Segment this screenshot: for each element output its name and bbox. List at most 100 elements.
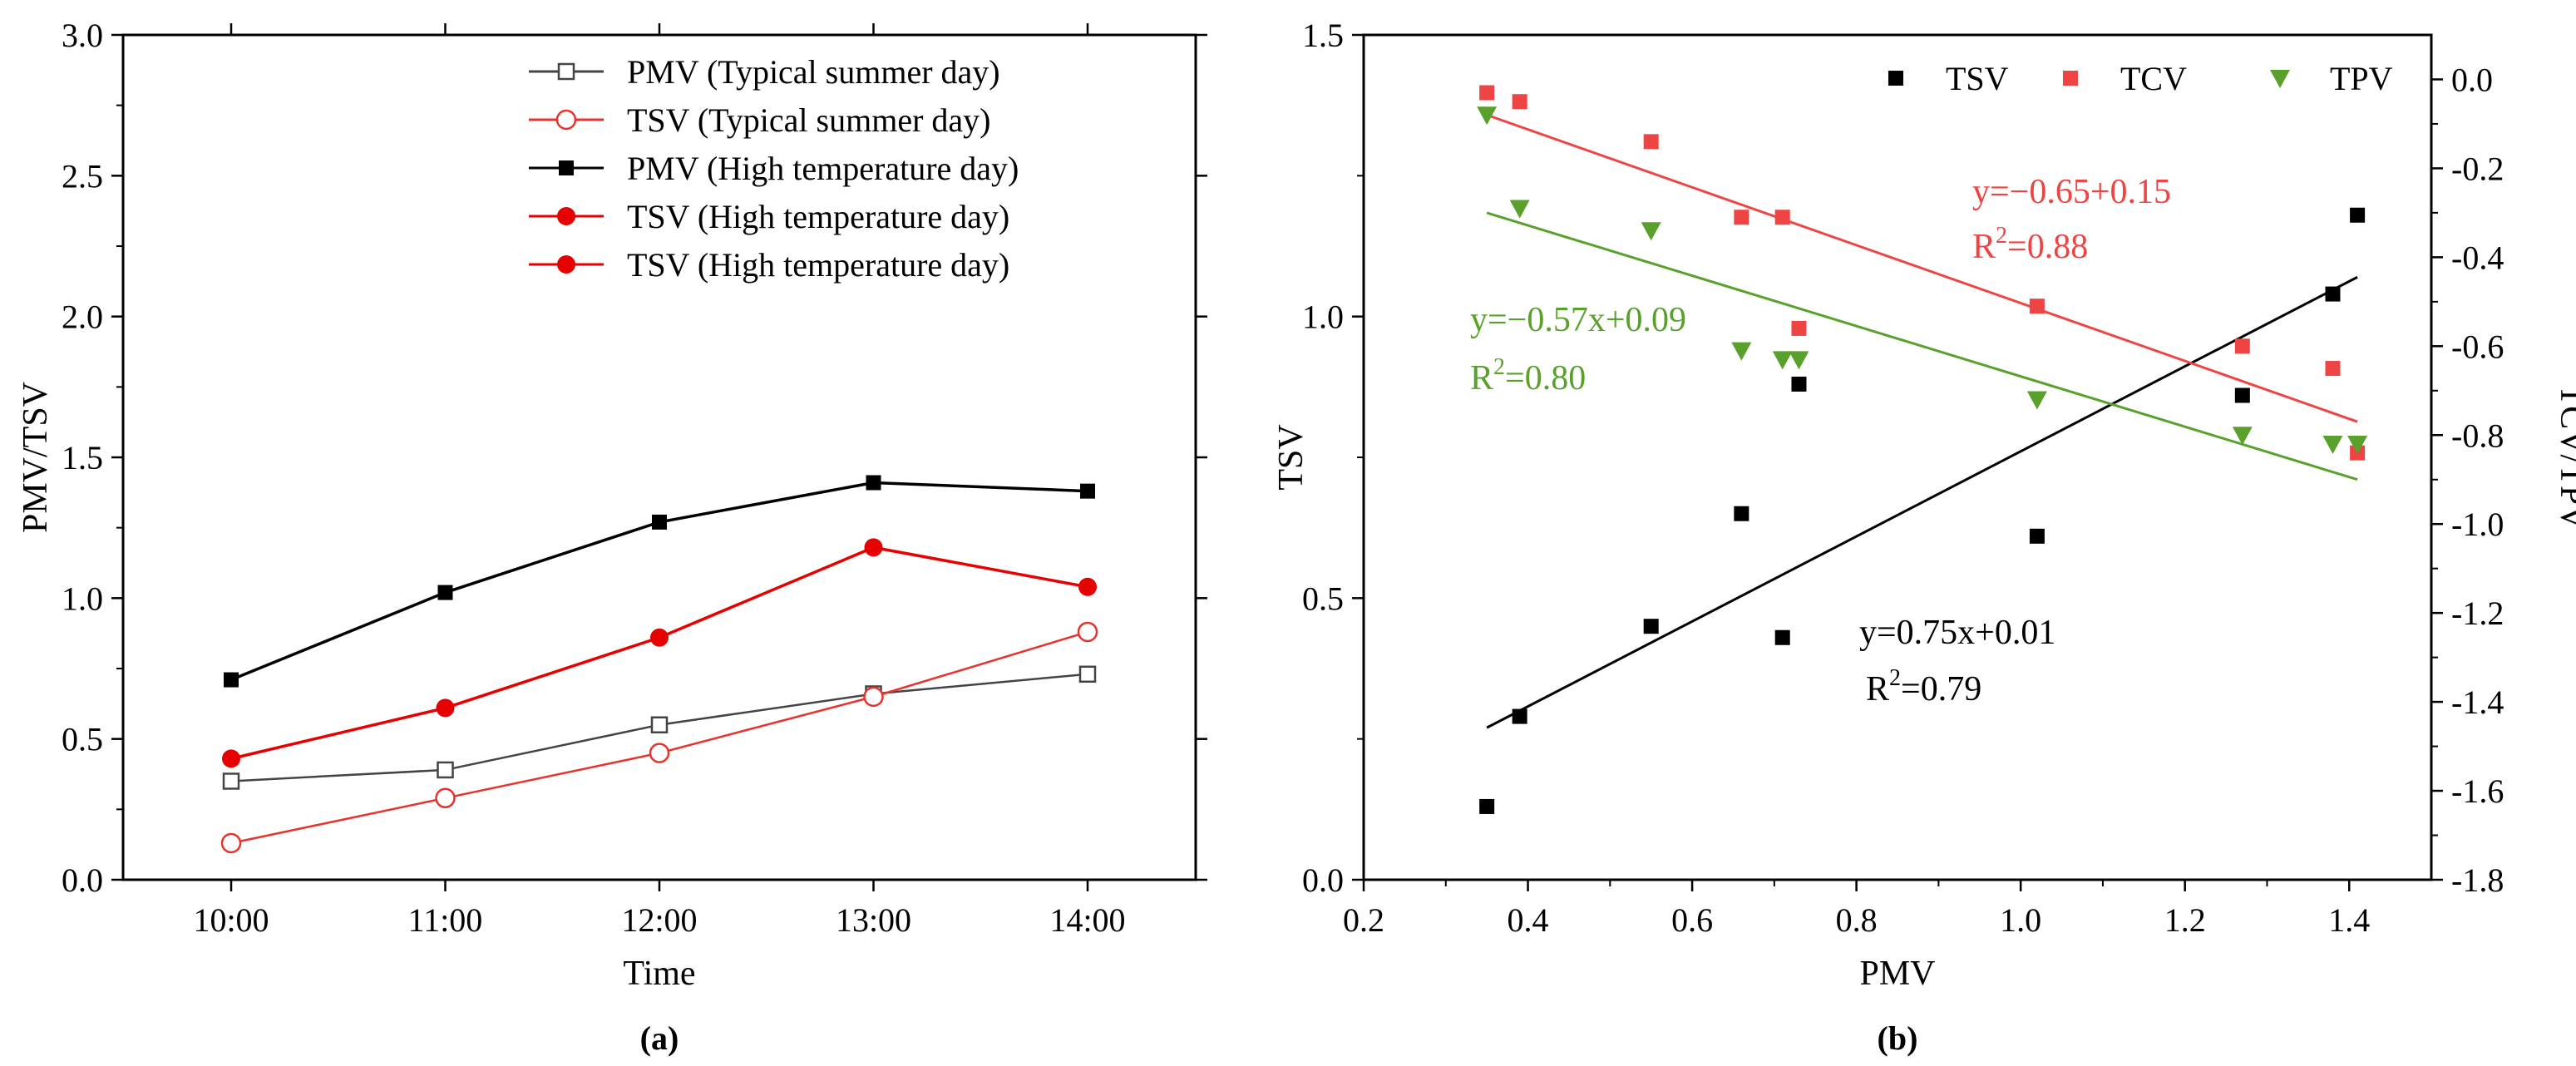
panel-a-line-chart: 0.0 0.5 1.0 1.5 2.0 2.5 3.0 10:00 11:00 12:00 13:0… — [17, 17, 1207, 1057]
y-tick-label: 1.5 — [62, 439, 103, 476]
x-tick-label: 0.8 — [1836, 901, 1878, 939]
legend-label-1: PMV (Typical summer day) — [627, 53, 1000, 91]
panel-label: (a) — [640, 1019, 679, 1057]
y-tick-label: 1.5 — [1302, 17, 1344, 54]
y-axis-label: PMV/TSV — [17, 382, 55, 533]
r2-superscript: 2 — [1996, 223, 2007, 249]
data-point-s2-3 — [649, 743, 670, 763]
fit-r2-tpv: R2=0.80 — [1470, 354, 1586, 397]
data-point-tsv-9 — [2325, 286, 2341, 302]
legend-label-2: TSV (Typical summer day) — [627, 101, 990, 139]
x-tick-label: 11:00 — [408, 901, 483, 939]
y2-tick-label: -1.2 — [2451, 595, 2504, 632]
fit-line-tsv — [1486, 275, 2358, 729]
y-tick-label: 2.5 — [62, 157, 103, 195]
data-point-s3-2 — [437, 585, 453, 600]
fit-r2-tcv: R2=0.88 — [1972, 223, 2088, 266]
data-point-tcv-5 — [1774, 210, 1790, 225]
y2-tick-label: 0.0 — [2451, 61, 2493, 98]
data-point-tcv-8 — [2234, 338, 2250, 354]
x-tick-label: 1.0 — [2000, 901, 2041, 939]
data-point-tsv-1 — [1479, 798, 1495, 814]
legend-marker-2 — [555, 109, 577, 131]
data-point-tcv-6 — [1791, 320, 1807, 336]
series-line-3 — [230, 481, 1088, 682]
data-point-s1-5 — [1078, 665, 1097, 684]
data-point-s4-3 — [650, 628, 669, 647]
data-point-tpv-10 — [2347, 435, 2368, 454]
data-point-s1-2 — [437, 761, 454, 779]
data-point-tpv-8 — [2232, 427, 2253, 446]
x-tick-label: 0.2 — [1343, 901, 1384, 939]
y-tick-label: 0.5 — [1302, 580, 1344, 617]
data-point-tpv-4 — [1731, 342, 1752, 361]
y2-tick-label: -0.8 — [2451, 417, 2504, 454]
r2-letter: R — [1972, 228, 1996, 266]
data-point-s3-3 — [652, 514, 667, 530]
legend-marker-tpv — [2270, 70, 2290, 88]
legend-marker-1 — [557, 62, 575, 81]
fit-r2-tsv: R2=0.79 — [1866, 665, 1981, 708]
data-point-tpv-9 — [2322, 435, 2343, 454]
x-axis-label: PMV — [1859, 955, 1935, 993]
data-point-tpv-3 — [1641, 222, 1661, 241]
y-tick-label: 2.0 — [62, 299, 103, 336]
x-tick-label: 0.4 — [1508, 901, 1549, 939]
y-axis-label: TSV — [1272, 424, 1310, 490]
y-tick-label: 1.0 — [1302, 299, 1344, 336]
legend-label-tpv: TPV — [2330, 60, 2393, 97]
data-point-s4-2 — [436, 698, 455, 718]
data-point-tcv-9 — [2325, 361, 2341, 377]
data-point-tcv-3 — [1643, 134, 1659, 150]
plot-frame — [1362, 33, 2433, 881]
legend-label-4: TSV (High temperature day) — [627, 198, 1009, 235]
data-point-s1-3 — [650, 716, 669, 733]
data-point-tcv-1 — [1479, 85, 1495, 101]
data-point-s2-1 — [220, 832, 242, 854]
x-tick-label: 10:00 — [193, 901, 269, 939]
data-point-tsv-4 — [1734, 506, 1749, 521]
r2-letter: R — [1866, 670, 1889, 708]
data-point-s2-5 — [1077, 621, 1098, 643]
data-point-s2-2 — [435, 787, 456, 809]
legend-label-3: PMV (High temperature day) — [627, 150, 1019, 187]
y-tick-label: 3.0 — [62, 17, 103, 54]
legend-label-tcv: TCV — [2120, 60, 2187, 97]
data-point-tsv-10 — [2350, 207, 2366, 223]
data-point-s3-4 — [866, 475, 881, 491]
panel-label: (b) — [1878, 1019, 1918, 1057]
data-point-s4-1 — [222, 749, 240, 768]
legend-label-5: TSV (High temperature day) — [627, 246, 1009, 284]
fit-line-tpv — [1486, 211, 2358, 481]
r2-value: =0.80 — [1505, 359, 1586, 397]
data-point-tsv-8 — [2234, 387, 2250, 403]
y2-tick-label: -0.4 — [2451, 239, 2504, 276]
data-point-s3-1 — [224, 672, 239, 688]
y-tick-label: 0.5 — [62, 721, 103, 758]
data-point-s4-5 — [1078, 577, 1097, 596]
legend-marker-tcv — [2063, 71, 2078, 86]
panel-b-scatter-chart: 0.0 0.5 1.0 1.5 0.0 -0.2 -0.4 -0.6 -0.8 -1.0 -1.2 -… — [1272, 17, 2576, 1057]
r2-superscript: 2 — [1493, 354, 1505, 380]
y2-tick-label: -1.8 — [2451, 861, 2504, 899]
fit-equation-tsv: y=0.75x+0.01 — [1859, 614, 2055, 652]
data-point-tsv-7 — [2029, 528, 2045, 544]
y2-tick-label: -1.4 — [2451, 684, 2504, 721]
r2-value: =0.88 — [2007, 228, 2088, 266]
legend-marker-4 — [557, 207, 575, 225]
plot-frame — [121, 33, 1197, 881]
data-point-tpv-5 — [1772, 351, 1793, 370]
data-point-tpv-7 — [2026, 391, 2047, 410]
y2-tick-label: -0.2 — [2451, 150, 2504, 187]
x-axis-label: Time — [623, 955, 695, 993]
data-point-tcv-2 — [1512, 94, 1527, 110]
y-tick-label: 1.0 — [62, 580, 103, 617]
r2-superscript: 2 — [1889, 665, 1901, 691]
x-tick-label: 0.6 — [1671, 901, 1713, 939]
legend-marker-tsv — [1888, 71, 1903, 86]
data-point-tcv-4 — [1734, 210, 1749, 225]
legend-marker-5 — [557, 255, 575, 274]
y2-tick-label: -1.0 — [2451, 506, 2504, 543]
data-point-s4-4 — [864, 538, 883, 557]
data-point-tsv-3 — [1643, 619, 1659, 634]
